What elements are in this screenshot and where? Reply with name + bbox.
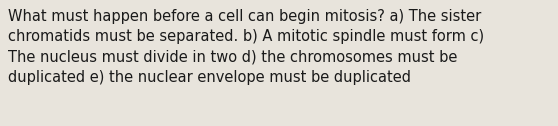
Text: What must happen before a cell can begin mitosis? a) The sister
chromatids must : What must happen before a cell can begin… (8, 9, 484, 85)
